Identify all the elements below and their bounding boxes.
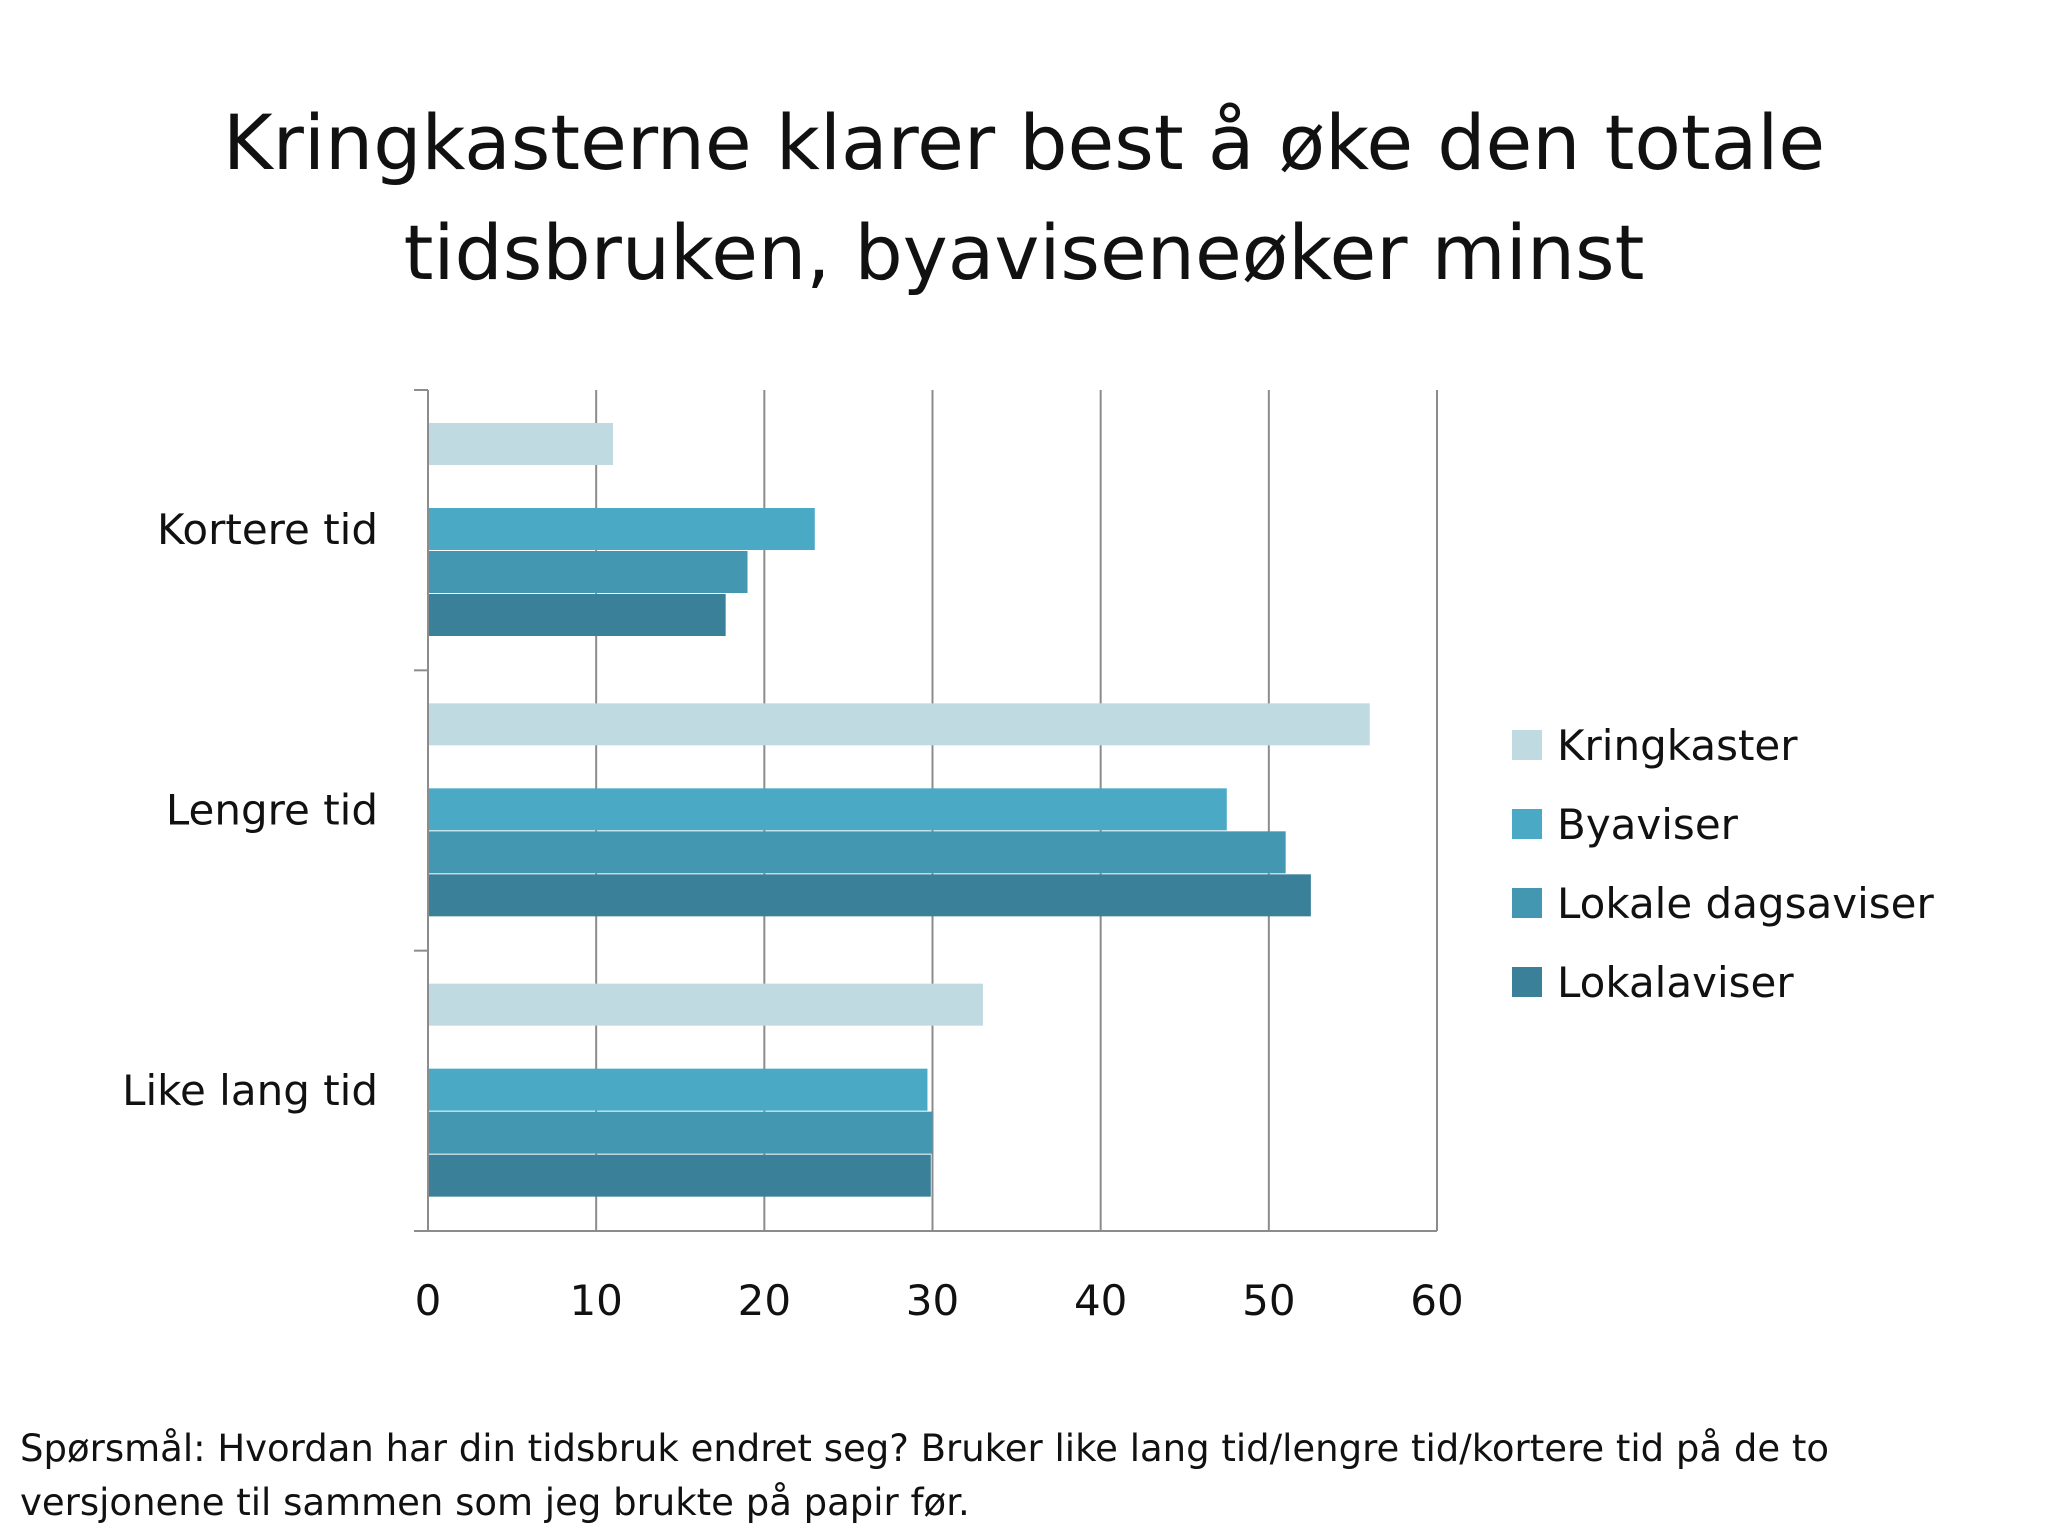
category-label-like-lang-tid: Like lang tid <box>122 1066 378 1115</box>
x-tick-label-10: 10 <box>569 1276 622 1325</box>
x-tick-label-20: 20 <box>738 1276 791 1325</box>
x-tick-label-0: 0 <box>415 1276 442 1325</box>
legend-label-lokalaviser: Lokalaviser <box>1557 958 1794 1007</box>
legend-swatch-byaviser <box>1512 809 1542 839</box>
legend-label-lokale-dagsaviser: Lokale dagsaviser <box>1557 879 1934 928</box>
legend-label-kringkaster: Kringkaster <box>1557 721 1798 770</box>
bar-kortere-tid-lokale-dagsaviser <box>428 551 748 593</box>
x-tick-label-60: 60 <box>1410 1276 1463 1325</box>
bar-like-lang-tid-kringkaster <box>428 983 983 1026</box>
bar-lengre-tid-byaviser <box>428 788 1227 831</box>
x-tick-label-30: 30 <box>906 1276 959 1325</box>
category-label-lengre-tid: Lengre tid <box>166 786 378 835</box>
footnote-line-2: versjonene til sammen som jeg brukte på … <box>20 1481 970 1524</box>
legend-label-byaviser: Byaviser <box>1557 800 1739 849</box>
legend-swatch-kringkaster <box>1512 730 1542 760</box>
legend-swatch-lokalaviser <box>1512 967 1542 997</box>
footnote: Spørsmål: Hvordan har din tidsbruk endre… <box>20 1422 2020 1530</box>
x-tick-label-40: 40 <box>1074 1276 1127 1325</box>
bar-like-lang-tid-byaviser <box>428 1068 928 1111</box>
slide-title: Kringkasterne klarer best å øke den tota… <box>180 88 1868 308</box>
footnote-line-1: Spørsmål: Hvordan har din tidsbruk endre… <box>20 1427 1830 1470</box>
bar-lengre-tid-lokalaviser <box>428 874 1311 917</box>
bar-lengre-tid-lokale-dagsaviser <box>428 831 1286 874</box>
bar-like-lang-tid-lokale-dagsaviser <box>428 1111 933 1154</box>
bar-like-lang-tid-lokalaviser <box>428 1154 931 1197</box>
bar-lengre-tid-kringkaster <box>428 703 1370 746</box>
x-tick-label-50: 50 <box>1242 1276 1295 1325</box>
bar-kortere-tid-lokalaviser <box>428 594 726 636</box>
bar-kortere-tid-kringkaster <box>428 423 613 465</box>
bar-kortere-tid-byaviser <box>428 508 815 550</box>
title-line-1: Kringkasterne klarer best å øke den tota… <box>222 98 1826 187</box>
category-label-kortere-tid: Kortere tid <box>157 505 378 554</box>
title-line-2: tidsbruken, byaviseneøker minst <box>403 208 1645 297</box>
legend-swatch-lokale-dagsaviser <box>1512 888 1542 918</box>
